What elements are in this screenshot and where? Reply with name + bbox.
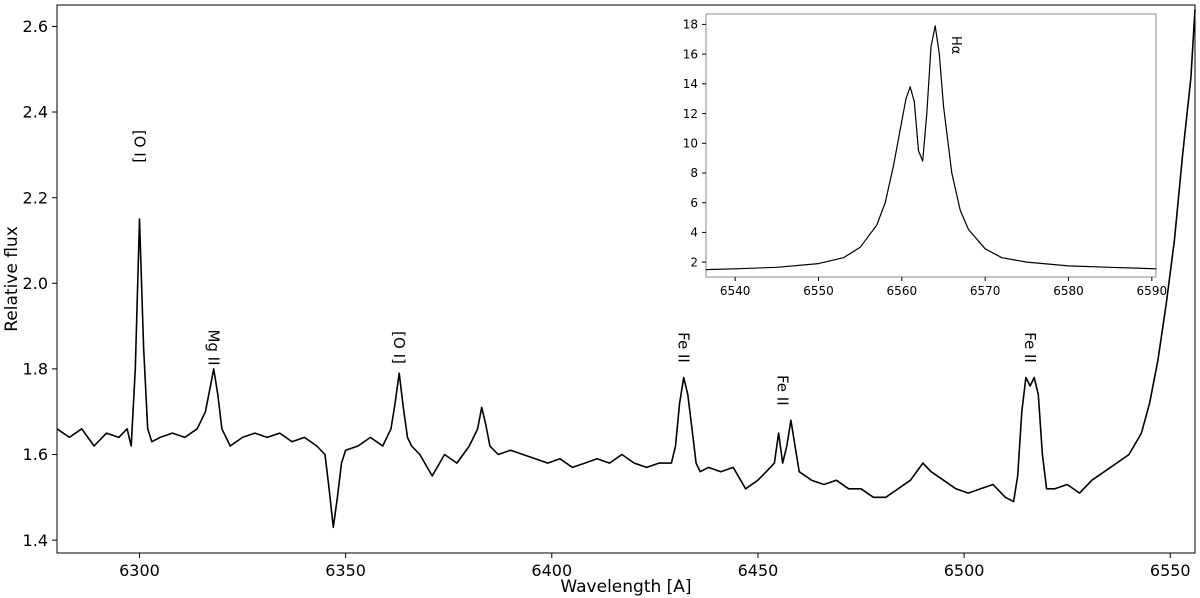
main-x-tick-label: 6450 [738,561,779,580]
inset-plot-frame [705,13,1157,278]
main-x-tick-label: 6300 [119,561,160,580]
main-x-tick-label: 6350 [325,561,366,580]
main-x-tick-label: 6550 [1150,561,1191,580]
annotation-label: Mg II [205,329,223,365]
annotation-label: [O I] [390,331,408,364]
main-spectrum-line [56,9,1196,529]
inset-y-tick-label: 10 [683,136,698,150]
main-chart: 6300 6350 6400 6450 6500 6550 1.4 1.6 1.8 2.0 2.2 2… [2,4,1196,597]
main-y-tick-label: 1.6 [23,445,48,464]
inset-y-tick-label: 12 [683,107,698,121]
annotation-label: Fe II [774,375,792,406]
inset-y-tick-label: 14 [683,77,698,91]
main-x-tick-label: 6500 [944,561,985,580]
main-y-tick-label: 2.4 [23,103,48,122]
main-y-tick-label: 2.6 [23,17,48,36]
line-annotations: [O I] Mg II [O I] Fe II Fe II Fe II [131,130,1040,406]
x-axis-label: Wavelength [A] [560,577,691,597]
inset-y-tick-label: 8 [690,166,698,180]
annotation-label: Fe II [1021,332,1039,363]
h-alpha-annotation: Hα [948,36,963,54]
annotation-label: Fe II [675,332,693,363]
inset-x-tick-label: 6570 [970,284,1001,298]
inset-axis-ticks: 6540 6550 6560 6570 6580 6590 2 4 6 8 10 12 14 16 18 [683,18,1167,298]
main-y-tick-label: 2.2 [23,188,48,207]
inset-x-tick-label: 6550 [803,284,834,298]
main-axis-ticks: 6300 6350 6400 6450 6500 6550 1.4 1.6 1.8 2.0 2.2 2… [23,17,1191,580]
inset-y-tick-label: 4 [690,226,698,240]
main-x-tick-label: 6400 [531,561,572,580]
inset-chart: 6540 6550 6560 6570 6580 6590 2 4 6 8 10 12 14 16 18 H… [683,13,1167,298]
main-plot-frame [56,4,1196,554]
inset-h-alpha-line [705,25,1157,271]
main-y-tick-label: 2.0 [23,274,48,293]
y-axis-label: Relative flux [2,226,22,332]
inset-x-tick-label: 6580 [1053,284,1084,298]
inset-x-tick-label: 6590 [1137,284,1168,298]
main-y-tick-label: 1.8 [23,360,48,379]
main-y-tick-label: 1.4 [23,531,48,550]
inset-y-tick-label: 6 [690,196,698,210]
inset-y-tick-label: 16 [683,47,698,61]
annotation-label: [O I] [131,130,149,163]
inset-y-tick-label: 18 [683,18,698,32]
inset-x-tick-label: 6540 [720,284,751,298]
inset-y-tick-label: 2 [690,255,698,269]
inset-x-tick-label: 6560 [887,284,918,298]
